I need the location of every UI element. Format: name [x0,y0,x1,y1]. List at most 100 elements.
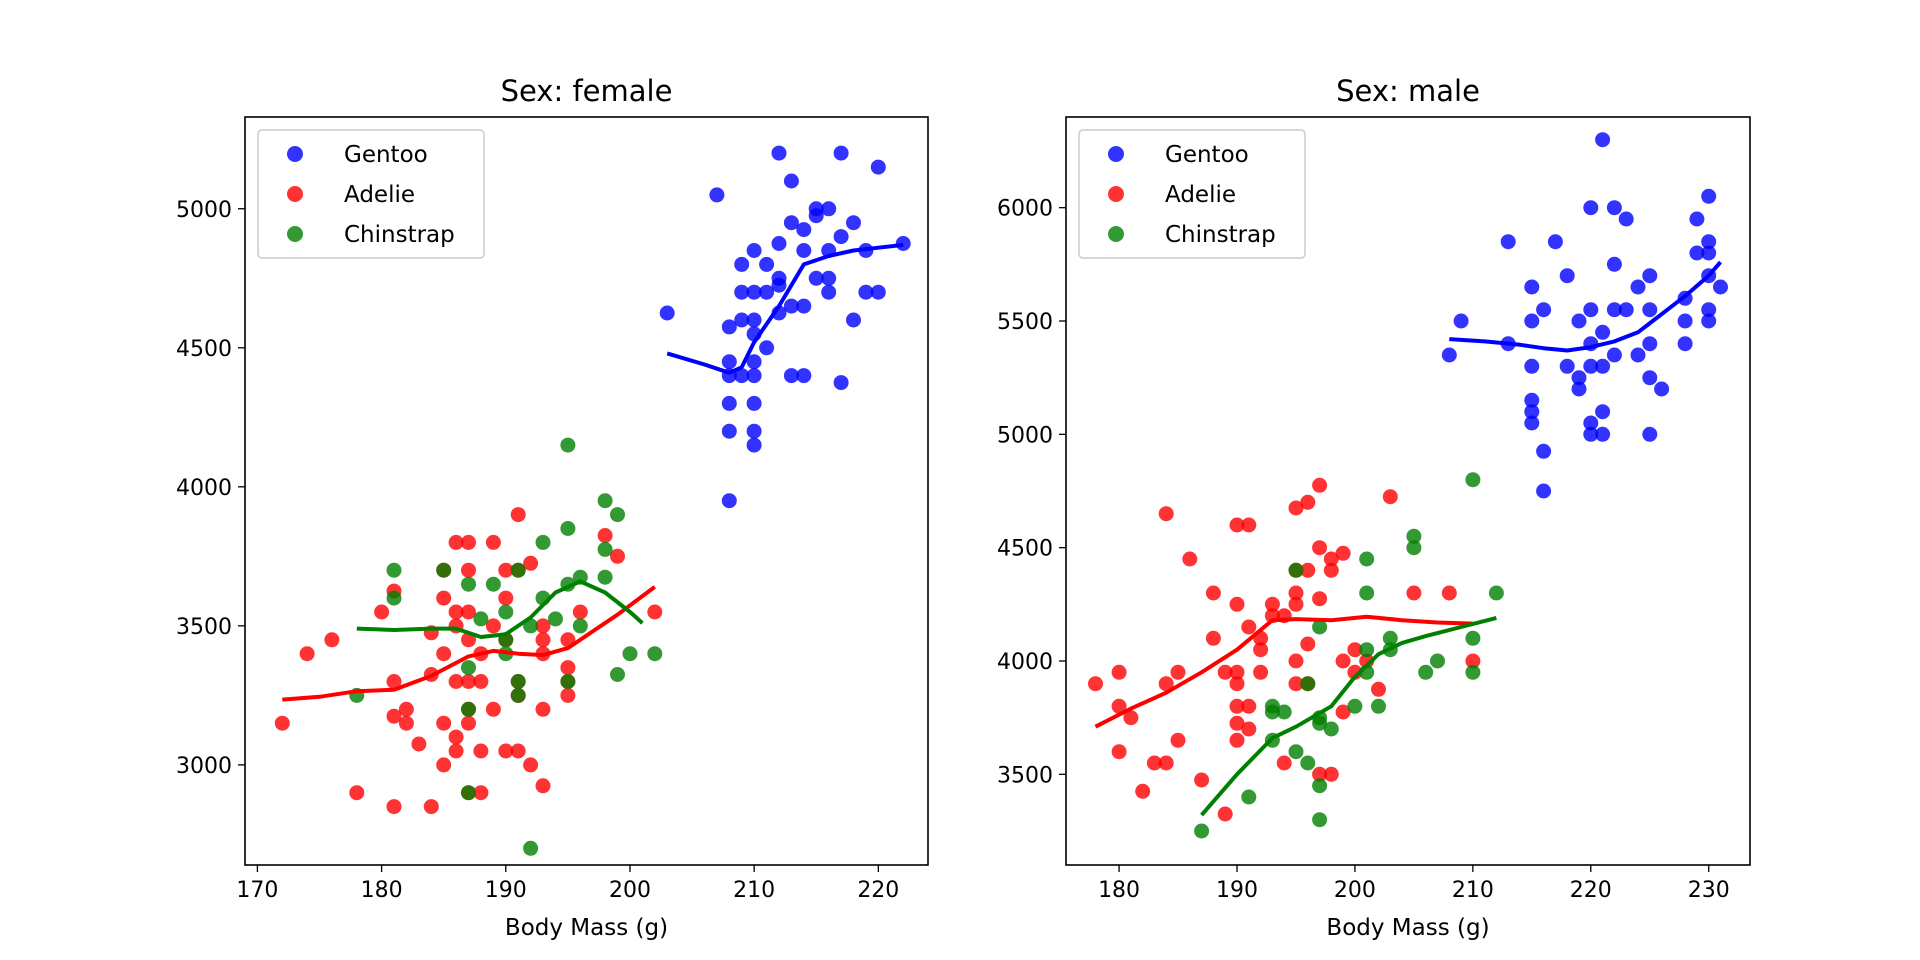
point-adelie [1264,596,1280,612]
point-adelie [510,507,526,523]
y-tick-label: 5000 [176,198,232,223]
axes-frame [1065,116,1751,866]
point-chinstrap [473,611,489,627]
point-chinstrap [1312,715,1328,731]
point-adelie [1111,744,1127,760]
point-chinstrap [1300,676,1316,692]
point-gentoo [1677,336,1693,352]
point-chinstrap [1241,789,1257,805]
y-tick-label: 4500 [997,537,1053,562]
point-chinstrap [461,785,476,801]
point-gentoo [1524,392,1540,408]
legend-marker-adelie [287,186,303,202]
point-adelie [299,646,315,662]
trend-line-gentoo [1449,260,1723,353]
point-adelie [386,674,402,689]
point-gentoo [1689,211,1705,227]
point-chinstrap [597,569,613,585]
point-gentoo [1618,302,1634,318]
subplot-male: 180 190 200 210 220 230 3500 4000 4500 5000 5500 60… [997,74,1751,941]
x-tick-label: 170 [236,878,278,903]
point-chinstrap [386,562,402,578]
subplot-female: 170 180 190 200 210 220 3000 3500 4000 4500 5000 S… [176,74,929,941]
point-chinstrap [1194,823,1210,839]
point-gentoo [746,368,762,384]
point-gentoo [1654,381,1670,397]
point-chinstrap [461,576,476,592]
point-chinstrap [523,840,539,856]
y-tick-label: 4000 [997,650,1053,675]
trend-line-adelie [1094,614,1473,729]
x-axis-label-female: Body Mass (g) [505,915,668,941]
x-tick-label: 200 [1334,878,1376,903]
legend-entry-adelie: Adelie [287,182,415,208]
point-chinstrap [1312,778,1328,794]
x-tick-label: 190 [485,878,527,903]
point-gentoo [821,284,837,300]
point-adelie [1323,551,1339,567]
axes-frame [244,116,929,866]
point-gentoo [1642,268,1658,284]
point-adelie [1300,494,1316,510]
x-tick-label: 180 [1098,878,1140,903]
series-chinstrap [1194,472,1504,839]
point-adelie [560,660,576,676]
legend-male: Gentoo Adelie Chinstrap [1078,129,1306,259]
point-chinstrap [1465,472,1481,488]
legend-marker-adelie [1108,186,1124,202]
point-gentoo [746,423,762,439]
point-chinstrap [1264,704,1280,720]
y-tick-label: 4000 [176,476,232,501]
point-gentoo [1559,358,1575,374]
x-tick-label: 230 [1688,878,1730,903]
point-gentoo [783,368,799,384]
legend-entry-adelie: Adelie [1108,182,1236,208]
x-axis-label-male: Body Mass (g) [1326,915,1489,941]
axes-female: 170 180 190 200 210 220 3000 3500 4000 4500 5000 [176,116,929,903]
legend-female: Gentoo Adelie Chinstrap [257,129,485,259]
point-gentoo [1701,245,1717,261]
point-gentoo [1595,132,1611,148]
point-adelie [1135,783,1151,799]
point-gentoo [1677,313,1693,329]
point-gentoo [1618,211,1634,227]
point-gentoo [1453,313,1469,329]
point-adelie [461,715,476,731]
point-gentoo [1524,313,1540,329]
point-adelie [485,618,501,634]
point-chinstrap [560,674,576,689]
point-chinstrap [1488,585,1504,601]
point-chinstrap [510,562,526,578]
point-gentoo [1524,415,1540,431]
point-gentoo [759,340,775,356]
legend-label-adelie: Adelie [1165,182,1236,208]
point-adelie [535,778,551,794]
point-adelie [560,687,576,703]
point-chinstrap [1300,755,1316,771]
point-gentoo [1595,358,1611,374]
point-gentoo [1701,313,1717,329]
point-adelie [448,534,464,550]
point-gentoo [1642,302,1658,318]
x-tick-label: 200 [609,878,651,903]
point-gentoo [1606,302,1622,318]
point-gentoo [1595,404,1611,420]
point-adelie [1229,732,1245,748]
point-chinstrap [498,604,514,620]
point-gentoo [1441,347,1457,363]
point-adelie [1288,653,1304,669]
y-tick-label: 5500 [997,310,1053,335]
series-adelie [1088,477,1481,822]
point-gentoo [870,159,886,175]
point-adelie [1088,676,1103,692]
point-adelie [1241,517,1257,533]
point-gentoo [796,298,812,314]
x-tick-label: 180 [361,878,403,903]
point-chinstrap [1382,630,1398,646]
point-adelie [461,604,476,620]
point-gentoo [1595,324,1611,340]
point-adelie [398,715,414,731]
point-gentoo [1500,234,1516,250]
point-chinstrap [647,646,663,662]
point-chinstrap [1465,664,1481,680]
